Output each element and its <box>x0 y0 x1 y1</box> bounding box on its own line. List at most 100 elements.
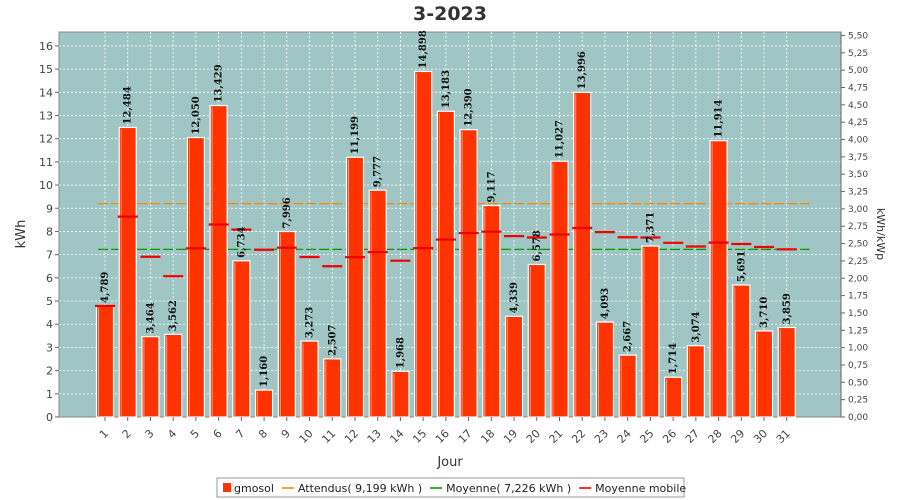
y-tick-label: 16 <box>39 40 53 53</box>
x-tick-label: 10 <box>297 427 316 446</box>
value-label: 9,117 <box>486 171 497 202</box>
y-tick-label: 4 <box>46 318 53 331</box>
value-label: 12,050 <box>191 96 202 134</box>
bar <box>709 140 728 418</box>
value-label: 1,160 <box>259 356 270 387</box>
bars <box>95 70 796 418</box>
bar <box>368 189 387 418</box>
value-label: 13,183 <box>441 70 452 108</box>
value-label: 11,199 <box>350 116 361 154</box>
y2-tick-label: 4,75 <box>848 83 868 93</box>
x-tick-label: 21 <box>547 427 566 446</box>
bar <box>482 204 501 418</box>
bar <box>618 354 637 418</box>
bar <box>186 136 205 418</box>
bar <box>164 333 183 418</box>
value-label: 9,777 <box>373 156 384 187</box>
value-label: 3,273 <box>305 307 316 338</box>
x-tick-label: 26 <box>660 427 679 446</box>
value-labels: 4,789 12,484 3,464 3,562 12,050 13,429 6,734 1,… <box>100 30 793 387</box>
x-axis: 1 2 3 4 5 6 7 8 9 10 11 12 13 14 15 16 17 18 19 20 21 22 23 24 2… <box>97 417 793 446</box>
bar <box>550 160 569 418</box>
x-tick-label: 23 <box>592 427 611 446</box>
x-tick-label: 25 <box>637 427 656 446</box>
bar <box>459 129 478 418</box>
x-tick-label: 11 <box>319 427 338 446</box>
bar <box>732 284 751 418</box>
x-tick-label: 27 <box>683 427 702 446</box>
legend-label: Attendus( 9,199 kWh ) <box>298 482 422 495</box>
bar <box>300 340 319 418</box>
y2-tick-label: 0,25 <box>848 396 868 406</box>
value-label: 6,578 <box>532 230 543 261</box>
bar <box>777 326 796 418</box>
y2-axis-title: kWh/kWp <box>874 208 887 260</box>
x-tick-label: 14 <box>387 427 406 446</box>
bar <box>118 126 137 418</box>
bar <box>323 358 342 418</box>
bar <box>595 321 615 418</box>
legend-label: gmosol <box>234 482 274 495</box>
y2-tick-label: 2,50 <box>848 240 868 250</box>
x-tick-label: 1 <box>97 427 111 441</box>
value-label: 2,667 <box>623 321 634 352</box>
y-tick-label: 13 <box>39 109 53 122</box>
bar <box>436 110 455 418</box>
value-label: 5,691 <box>736 251 747 282</box>
bar <box>527 263 546 418</box>
bar <box>232 260 251 418</box>
x-tick-label: 12 <box>342 427 361 446</box>
y-tick-label: 3 <box>46 341 53 354</box>
value-label: 12,484 <box>123 86 134 124</box>
legend-label: Moyenne( 7,226 kWh ) <box>446 482 571 495</box>
x-tick-label: 2 <box>120 427 134 441</box>
y2-tick-label: 3,50 <box>848 170 868 180</box>
y-tick-label: 7 <box>46 249 53 262</box>
value-label: 11,914 <box>714 99 725 137</box>
bar <box>277 230 296 418</box>
x-tick-label: 8 <box>256 427 270 441</box>
x-tick-label: 29 <box>728 427 747 446</box>
bar <box>504 315 524 418</box>
bar <box>95 305 115 418</box>
y-tick-label: 8 <box>46 225 53 238</box>
value-label: 4,339 <box>509 282 520 313</box>
y2-tick-label: 5,25 <box>848 49 868 59</box>
value-label: 14,898 <box>418 30 429 68</box>
y2-tick-label: 1,50 <box>848 309 868 319</box>
y2-tick-label: 0,00 <box>848 413 868 423</box>
value-label: 4,093 <box>600 288 611 319</box>
y2-tick-label: 5,50 <box>848 31 868 41</box>
y2-tick-label: 4,50 <box>848 101 868 111</box>
bar <box>641 245 660 418</box>
value-label: 13,996 <box>577 51 588 89</box>
value-label: 6,734 <box>236 226 247 257</box>
chart-title: 3-2023 <box>413 3 487 25</box>
x-tick-label: 24 <box>615 427 634 446</box>
y2-tick-label: 0,50 <box>848 378 868 388</box>
bar <box>754 330 774 418</box>
x-tick-label: 28 <box>706 427 725 446</box>
bar <box>664 376 683 418</box>
x-tick-label: 3 <box>142 427 156 441</box>
value-label: 3,562 <box>168 300 179 331</box>
y2-tick-label: 2,75 <box>848 222 868 232</box>
y2-tick-label: 1,25 <box>848 326 868 336</box>
y-tick-label: 15 <box>39 63 53 76</box>
x-tick-label: 22 <box>569 427 588 446</box>
y-axis-title: kWh <box>14 220 29 249</box>
value-label: 4,789 <box>100 272 111 303</box>
y-tick-label: 9 <box>46 202 53 215</box>
bar <box>414 70 433 418</box>
legend-label: Moyenne mobile <box>595 482 686 495</box>
y2-tick-label: 3,75 <box>848 153 868 163</box>
y2-tick-label: 4,25 <box>848 118 868 128</box>
x-tick-label: 19 <box>501 427 520 446</box>
x-tick-label: 7 <box>233 427 247 441</box>
bar <box>141 336 160 418</box>
legend-box <box>216 477 685 498</box>
x-tick-label: 9 <box>279 427 293 441</box>
y2-tick-label: 2,25 <box>848 257 868 267</box>
